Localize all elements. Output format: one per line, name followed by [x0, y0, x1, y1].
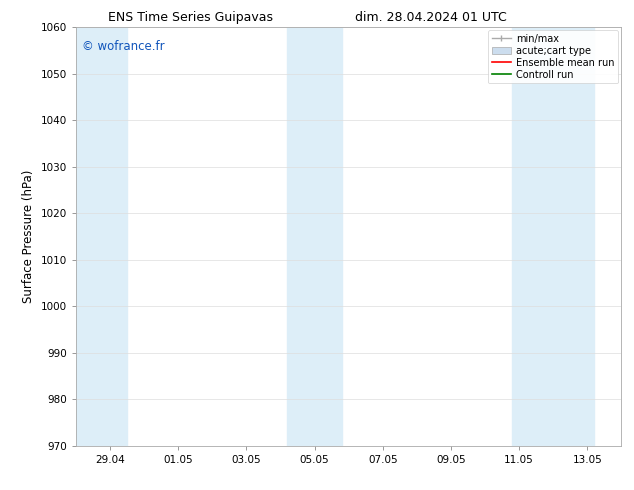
Text: dim. 28.04.2024 01 UTC: dim. 28.04.2024 01 UTC — [355, 11, 507, 24]
Y-axis label: Surface Pressure (hPa): Surface Pressure (hPa) — [22, 170, 36, 303]
Text: © wofrance.fr: © wofrance.fr — [82, 40, 164, 52]
Bar — [287, 27, 342, 446]
Text: ENS Time Series Guipavas: ENS Time Series Guipavas — [108, 11, 273, 24]
Bar — [76, 27, 127, 446]
Legend: min/max, acute;cart type, Ensemble mean run, Controll run: min/max, acute;cart type, Ensemble mean … — [488, 30, 618, 83]
Bar — [512, 27, 594, 446]
